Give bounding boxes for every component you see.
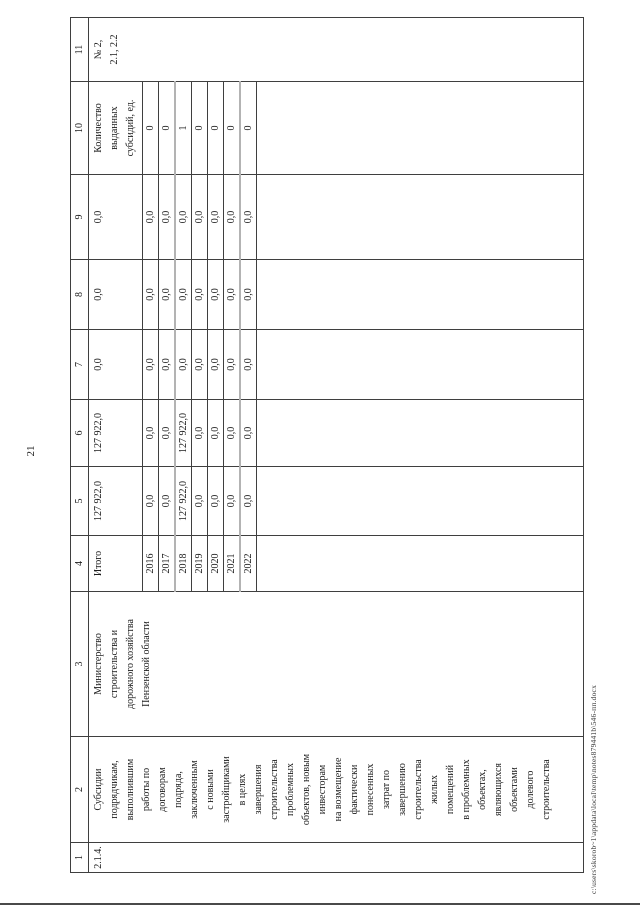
value-c7: 0,0: [240, 329, 257, 400]
col-num-1: 1: [70, 842, 89, 873]
empty-cell: [256, 535, 584, 592]
total-c6-cell: 127 922,0: [88, 399, 143, 467]
col-num-3: 3: [70, 591, 89, 737]
value-c5: 0,0: [142, 466, 159, 536]
reference-cell: № 2, 2.1, 2.2: [88, 17, 584, 82]
year-label: 2021: [223, 535, 240, 592]
measure-title-cell: Субсидии подрядчикам, выполнившим работы…: [88, 736, 584, 843]
total-row: 2.1.4. Субсидии подрядчикам, выполнившим…: [88, 17, 584, 873]
value-c10: 0: [158, 81, 175, 175]
page-number: 21: [25, 445, 37, 457]
page-bottom-edge: [0, 903, 640, 905]
value-c5: 0,0: [223, 466, 240, 536]
value-c5: 0,0: [207, 466, 224, 536]
empty-cell: [256, 174, 584, 260]
year-label: 2022: [240, 535, 257, 592]
indicator-name-cell: Количество выданных субсидий, ед.: [88, 81, 143, 175]
empty-cell: [256, 259, 584, 330]
value-c5: 0,0: [240, 466, 257, 536]
total-label-cell: Итого: [88, 535, 143, 592]
value-c8: 0,0: [175, 259, 192, 330]
value-c8: 0,0: [207, 259, 224, 330]
value-c6: 0,0: [207, 399, 224, 467]
value-c7: 0,0: [142, 329, 159, 400]
total-c9-cell: 0,0: [88, 174, 143, 260]
rotated-table-container: 1 2 3 4 5 6 7 8 9 10 11 2.1.4. Субсидии …: [70, 17, 584, 873]
value-c10: 0: [191, 81, 208, 175]
col-num-4: 4: [70, 535, 89, 592]
value-c6: 0,0: [158, 399, 175, 467]
col-num-10: 10: [70, 81, 89, 175]
total-c5-cell: 127 922,0: [88, 466, 143, 536]
executor-cell: Министерство строительства и дорожного х…: [88, 591, 584, 737]
document-file-path: c:\users\skorob~1\appdata\local\temp\not…: [589, 684, 598, 894]
empty-cell: [256, 329, 584, 400]
value-c9: 0,0: [223, 174, 240, 260]
col-num-5: 5: [70, 466, 89, 536]
total-c7-cell: 0,0: [88, 329, 143, 400]
value-c6: 0,0: [240, 399, 257, 467]
value-c9: 0,0: [191, 174, 208, 260]
value-c8: 0,0: [223, 259, 240, 330]
col-num-9: 9: [70, 174, 89, 260]
value-c10: 0: [142, 81, 159, 175]
value-c5: 0,0: [191, 466, 208, 536]
value-c9: 0,0: [175, 174, 192, 260]
value-c6: 0,0: [223, 399, 240, 467]
total-c8-cell: 0,0: [88, 259, 143, 330]
value-c9: 0,0: [207, 174, 224, 260]
value-c6: 127 922,0: [175, 399, 192, 467]
col-num-6: 6: [70, 399, 89, 467]
year-label: 2016: [142, 535, 159, 592]
value-c8: 0,0: [191, 259, 208, 330]
value-c5: 0,0: [158, 466, 175, 536]
value-c7: 0,0: [191, 329, 208, 400]
col-num-11: 11: [70, 17, 89, 82]
year-label: 2019: [191, 535, 208, 592]
value-c8: 0,0: [240, 259, 257, 330]
value-c8: 0,0: [142, 259, 159, 330]
col-num-8: 8: [70, 259, 89, 330]
program-measures-table: 1 2 3 4 5 6 7 8 9 10 11 2.1.4. Субсидии …: [70, 17, 584, 873]
value-c10: 1: [175, 81, 192, 175]
year-label: 2018: [175, 535, 192, 592]
col-num-2: 2: [70, 736, 89, 843]
year-label: 2017: [158, 535, 175, 592]
empty-cell: [256, 81, 584, 175]
empty-cell: [256, 466, 584, 536]
col-num-7: 7: [70, 329, 89, 400]
year-label: 2020: [207, 535, 224, 592]
value-c7: 0,0: [207, 329, 224, 400]
value-c6: 0,0: [191, 399, 208, 467]
value-c9: 0,0: [158, 174, 175, 260]
value-c10: 0: [240, 81, 257, 175]
measure-index-cell: 2.1.4.: [88, 842, 584, 873]
value-c7: 0,0: [223, 329, 240, 400]
value-c10: 0: [207, 81, 224, 175]
value-c6: 0,0: [142, 399, 159, 467]
value-c7: 0,0: [158, 329, 175, 400]
value-c5: 127 922,0: [175, 466, 192, 536]
empty-cell: [256, 399, 584, 467]
value-c9: 0,0: [240, 174, 257, 260]
value-c7: 0,0: [175, 329, 192, 400]
value-c10: 0: [223, 81, 240, 175]
value-c8: 0,0: [158, 259, 175, 330]
column-number-row: 1 2 3 4 5 6 7 8 9 10 11: [70, 17, 89, 873]
value-c9: 0,0: [142, 174, 159, 260]
